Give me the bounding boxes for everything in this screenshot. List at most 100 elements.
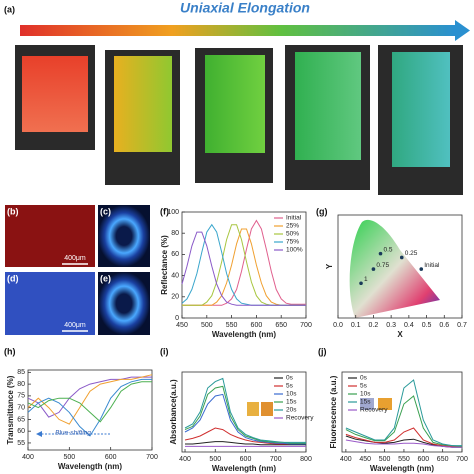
series-line [27, 381, 152, 423]
panel-label: (b) [7, 206, 19, 216]
x-tick-label: 550 [398, 456, 410, 463]
point-label: Initial [424, 262, 440, 269]
x-tick-label: 500 [379, 456, 391, 463]
annotation-arrowhead [36, 431, 42, 437]
scale-bar-label: 400μm [64, 322, 86, 329]
legend-label: 100% [286, 247, 303, 254]
y-axis-title: Transmittance (%) [6, 375, 15, 444]
point [419, 267, 424, 271]
y-tick-label: 75 [17, 393, 25, 400]
series-line [184, 427, 306, 445]
series-line [27, 374, 153, 425]
x-tick-label: 700 [270, 456, 282, 463]
x-axis-title: Wavelength (nm) [58, 462, 122, 471]
y-tick-label: 60 [17, 428, 25, 435]
x-tick-label: 500 [63, 454, 75, 461]
panel-label: (d) [7, 273, 19, 283]
x-tick-label: 650 [275, 322, 287, 329]
x-axis-title: X [397, 330, 403, 339]
series-line [185, 441, 306, 446]
x-tick-label: 400 [22, 454, 34, 461]
arrow-head [455, 20, 470, 41]
y-axis-title: Y [325, 263, 334, 269]
x-tick-label: 0.6 [439, 322, 449, 329]
x-tick-label: 500 [209, 456, 221, 463]
series-line [27, 378, 152, 437]
photos [15, 45, 463, 195]
x-tick-label: 700 [300, 322, 312, 329]
legend-label: 10s [286, 391, 297, 398]
point [359, 281, 363, 286]
point-label: 1 [364, 276, 368, 283]
micrographs [5, 205, 150, 335]
series-line [345, 395, 463, 447]
y-tick-label: 100 [167, 209, 179, 216]
x-tick-label: 650 [437, 456, 449, 463]
legend-label: 20s [286, 407, 297, 414]
scale-bar-label: 400μm [64, 255, 86, 262]
legend-label: 0s [286, 375, 294, 382]
x-tick-label: 0.7 [457, 322, 467, 329]
x-tick-label: 0.5 [422, 322, 432, 329]
legend-label: 15s [360, 399, 371, 406]
y-axis-title: Reflectance (%) [160, 235, 169, 295]
y-tick-label: 20 [171, 294, 179, 301]
panel-label: (j) [318, 346, 327, 356]
panel-label: (c) [100, 206, 111, 216]
x-tick-label: 400 [340, 456, 352, 463]
legend-label: 15s [286, 399, 297, 406]
y-tick-label: 40 [171, 272, 179, 279]
annotation: Blue-shifting [55, 430, 91, 437]
y-tick-label: 55 [17, 440, 25, 447]
x-tick-label: 400 [179, 456, 191, 463]
x-tick-label: 500 [201, 322, 213, 329]
panel-label: (g) [316, 206, 328, 216]
panel-label: (h) [4, 346, 16, 356]
legend-label: 5s [286, 383, 294, 390]
legend-label: Recovery [360, 407, 388, 414]
legend-label: 25% [286, 223, 299, 230]
series-line [345, 439, 462, 448]
x-tick-label: 0.4 [404, 322, 414, 329]
plot-frame [181, 211, 307, 319]
plot-frame [337, 214, 463, 319]
plot-frame [341, 371, 463, 453]
series-line [181, 231, 306, 306]
legend-label: 50% [286, 231, 299, 238]
legend-label: Initial [286, 215, 302, 222]
x-tick-label: 600 [105, 454, 117, 461]
x-tick-label: 600 [417, 456, 429, 463]
x-tick-label: 600 [251, 322, 263, 329]
point [371, 267, 376, 271]
point-label: 0.25 [405, 250, 418, 257]
x-tick-label: 800 [300, 456, 312, 463]
x-tick-label: 0.3 [386, 322, 396, 329]
insets [247, 398, 392, 416]
legend-label: 75% [286, 239, 299, 246]
plot-frame [27, 369, 153, 451]
x-axis-title: Wavelength (nm) [212, 464, 276, 473]
series-line [345, 379, 462, 447]
panel-label: (f) [160, 206, 169, 216]
x-tick-label: 700 [146, 454, 158, 461]
series-line [184, 377, 306, 443]
x-tick-label: 0.1 [351, 322, 361, 329]
y-axis-title: Absorbance(a.u.) [169, 379, 178, 445]
point [399, 255, 404, 260]
arrow-bar [20, 25, 455, 36]
y-tick-label: 65 [17, 416, 25, 423]
y-axis-title: Fluorescence (a.u.) [329, 375, 338, 448]
point-label: 0.75 [376, 262, 389, 269]
y-tick-label: 80 [17, 381, 25, 388]
legend-label: 5s [360, 383, 368, 390]
x-tick-label: 0.2 [369, 322, 379, 329]
y-tick-label: 70 [17, 404, 25, 411]
legend-label: 10s [360, 391, 371, 398]
point-label: 0.5 [384, 246, 393, 253]
panel-label: (a) [4, 4, 15, 14]
plot-frame [181, 371, 307, 453]
y-tick-label: 80 [171, 230, 179, 237]
series-line [345, 427, 462, 447]
x-tick-label: 550 [226, 322, 238, 329]
